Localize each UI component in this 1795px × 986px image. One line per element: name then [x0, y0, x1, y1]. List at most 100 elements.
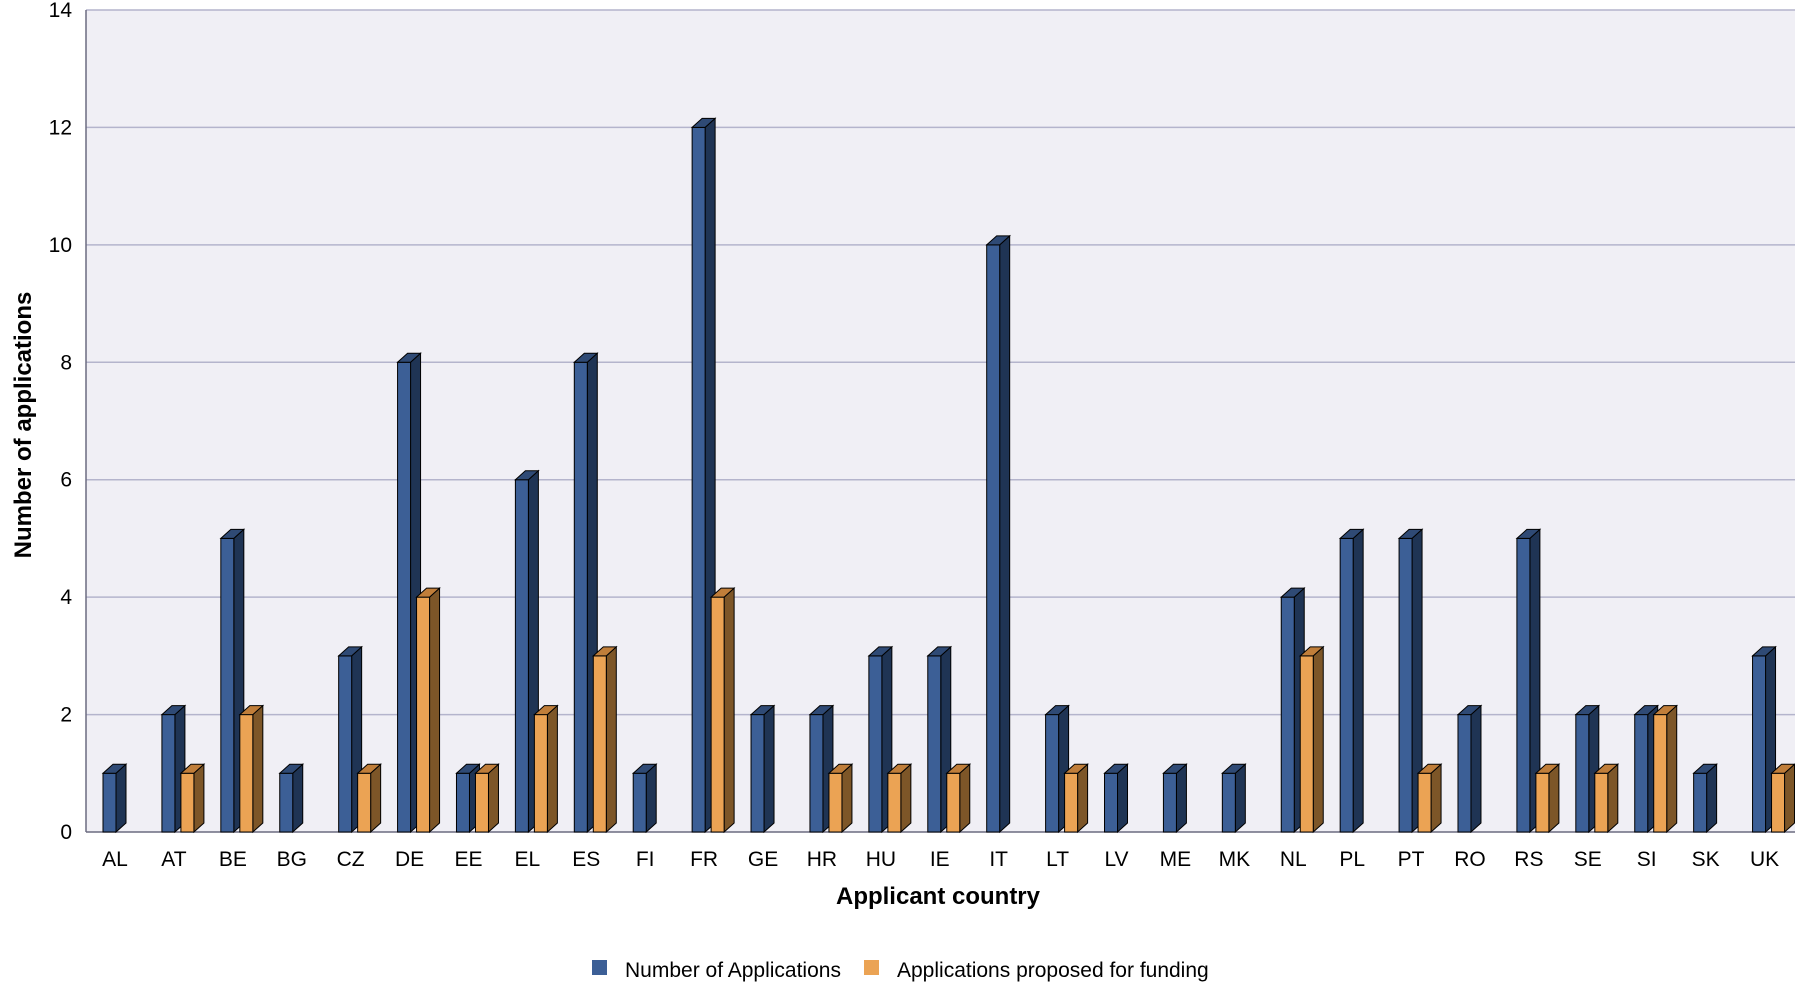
- bar-top-face: [1063, 763, 1089, 774]
- bar-top-face: [179, 763, 206, 774]
- bar-top-face: [808, 705, 835, 716]
- bar-front-face: [946, 772, 961, 833]
- bar-side-face: [115, 763, 127, 834]
- bar-top-face: [1279, 587, 1306, 598]
- bar-top-face: [1692, 763, 1718, 774]
- bar-side-face: [723, 587, 735, 834]
- x-tick-label: DE: [395, 848, 424, 871]
- bar-top-face: [1633, 705, 1660, 716]
- bar-funded-fr: [709, 587, 736, 834]
- bar-top-face: [1044, 705, 1070, 716]
- bar-front-face: [1064, 772, 1079, 833]
- bar-top-face: [474, 763, 500, 774]
- bar-top-face: [1652, 705, 1679, 716]
- y-tick-label: 0: [60, 821, 72, 844]
- bar-front-face: [1299, 655, 1314, 833]
- x-tick-labels: AL AT BE BG CZ DE EE EL ES FI FR GE HR HU IE IT LT LV ME MK…: [102, 848, 1779, 871]
- bar-top-face: [1162, 763, 1188, 774]
- bar-top-face: [572, 352, 599, 363]
- legend: Number of Applications Applications prop…: [592, 959, 1209, 982]
- x-tick-label: EL: [515, 848, 541, 871]
- bar-side-face: [763, 704, 775, 834]
- bar-funded-nl: [1298, 645, 1325, 834]
- bar-front-face: [1535, 772, 1550, 833]
- bar-side-face: [999, 234, 1011, 834]
- bar-top-face: [1416, 763, 1443, 774]
- bar-side-face: [1666, 704, 1678, 834]
- bar-top-face: [533, 705, 559, 716]
- bar-top-face: [278, 763, 305, 774]
- bar-side-face: [252, 704, 264, 834]
- bar-top-face: [356, 763, 382, 774]
- bar-front-face: [397, 361, 412, 833]
- x-tick-label: MK: [1219, 848, 1251, 871]
- bar-top-face: [1574, 705, 1601, 716]
- bar-applications-me: [1162, 763, 1188, 834]
- bar-top-face: [1338, 528, 1365, 539]
- bar-front-face: [1221, 772, 1236, 833]
- x-tick-label: RS: [1514, 848, 1543, 871]
- x-tick-label: BE: [219, 848, 247, 871]
- bar-front-face: [474, 772, 489, 833]
- y-tick-labels: 0 2 4 6 8 10 12 14: [49, 0, 73, 844]
- bar-front-face: [809, 714, 824, 833]
- x-tick-label: PL: [1339, 848, 1365, 871]
- bar-applications-fi: [631, 763, 658, 834]
- bar-funded-lt: [1063, 763, 1089, 834]
- bar-side-face: [1607, 763, 1619, 834]
- bar-front-face: [1398, 537, 1413, 833]
- bar-applications-pt: [1397, 528, 1424, 834]
- bar-side-face: [193, 763, 205, 834]
- bar-side-face: [1548, 763, 1560, 834]
- bar-funded-ee: [474, 763, 500, 834]
- legend-swatch-series-1: [592, 960, 607, 975]
- bar-top-face: [985, 235, 1011, 246]
- bar-side-face: [1234, 763, 1246, 834]
- bar-front-face: [868, 655, 883, 833]
- bar-front-face: [1104, 772, 1119, 833]
- y-axis-title: Number of applications: [10, 292, 37, 559]
- bar-front-face: [1693, 772, 1708, 833]
- bar-top-face: [827, 763, 854, 774]
- bar-side-face: [292, 763, 304, 834]
- x-tick-label: FR: [690, 848, 718, 871]
- bar-front-face: [828, 772, 843, 833]
- bar-top-face: [591, 646, 618, 657]
- x-axis-title: Applicant country: [836, 883, 1041, 910]
- bar-side-face: [605, 645, 617, 834]
- bar-top-face: [886, 763, 913, 774]
- bar-front-face: [1575, 714, 1590, 833]
- bar-funded-cz: [356, 763, 382, 834]
- bar-side-face: [1117, 763, 1129, 834]
- x-tick-label: IE: [930, 848, 950, 871]
- bar-applications-it: [985, 234, 1011, 834]
- x-tick-label: SE: [1574, 848, 1602, 871]
- x-tick-label: HU: [866, 848, 896, 871]
- bar-side-face: [1430, 763, 1442, 834]
- x-tick-label: AT: [161, 848, 186, 871]
- bar-front-face: [710, 596, 725, 833]
- bar-top-face: [867, 646, 894, 657]
- x-tick-label: EE: [454, 848, 482, 871]
- x-tick-label: FI: [636, 848, 655, 871]
- bar-side-face: [1352, 528, 1364, 834]
- bar-front-face: [887, 772, 902, 833]
- bar-funded-hu: [886, 763, 913, 834]
- bar-top-face: [1593, 763, 1620, 774]
- bar-front-face: [533, 714, 548, 833]
- bar-front-face: [1634, 714, 1649, 833]
- bar-front-face: [1045, 714, 1060, 833]
- x-tick-label: RO: [1454, 848, 1486, 871]
- bar-funded-ie: [945, 763, 972, 834]
- bar-side-face: [1077, 763, 1089, 834]
- x-tick-label: ES: [572, 848, 600, 871]
- bar-top-face: [709, 587, 736, 598]
- bar-funded-es: [591, 645, 618, 834]
- bar-top-face: [1298, 646, 1325, 657]
- x-tick-label: NL: [1280, 848, 1307, 871]
- x-tick-label: SK: [1692, 848, 1720, 871]
- bar-side-face: [1470, 704, 1482, 834]
- bar-front-face: [573, 361, 588, 833]
- bar-front-face: [927, 655, 942, 833]
- bar-front-face: [239, 714, 254, 833]
